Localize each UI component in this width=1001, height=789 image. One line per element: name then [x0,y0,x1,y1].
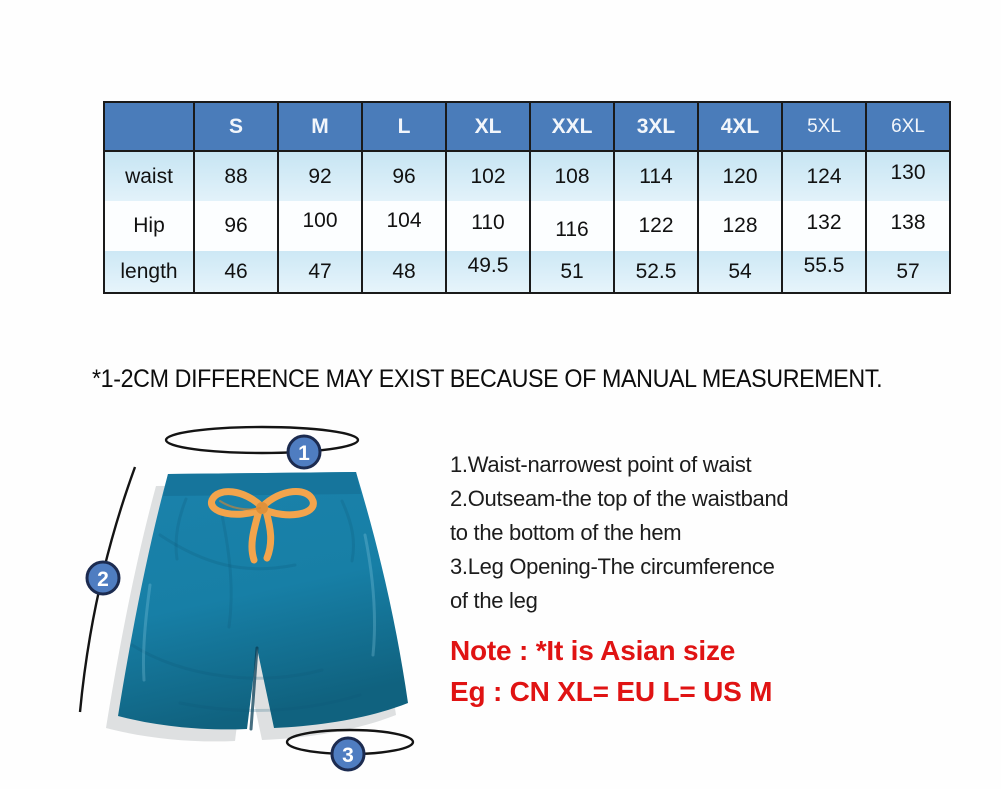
col-header-m: M [277,102,363,152]
col-header-l: L [361,102,447,152]
col-header-xxl: XXL [529,102,615,152]
waist-value: 102 [445,151,531,201]
corner-cell [103,102,195,152]
drawstring-left-loop [208,488,266,518]
fabric-fold [220,513,233,629]
size-table: S M L XL XXL 3XL 4XL 5XL 6XL waist 88 92… [103,101,951,294]
marker-3-label: 3 [342,744,354,767]
length-value: 48 [361,251,447,293]
waist-measure-ellipse [164,425,360,455]
waist-value: 120 [697,151,783,201]
length-value: 57 [865,251,951,293]
col-header-3xl: 3XL [613,102,699,152]
waist-value: 114 [613,151,699,201]
marker-1-circle [286,434,322,470]
length-value: 46 [193,251,279,293]
waist-value: 124 [781,151,867,201]
col-header-xl: XL [445,102,531,152]
fabric-highlight [363,533,377,657]
drawstring-right-tail [262,507,275,562]
length-value: 52.5 [613,251,699,293]
marker-1-label: 1 [298,442,310,465]
drawstring-knot [256,502,268,514]
fabric-fold [130,643,324,680]
length-value: 54 [697,251,783,293]
drawstring-shading [219,500,261,511]
row-label-hip: Hip [103,201,195,251]
drawstring-right-loop [258,487,317,519]
table-row-hip: Hip 96 100 104 110 116 122 128 132 138 [103,201,951,251]
measurement-guide-line: 1.Waist-narrowest point of waist [450,452,752,477]
fabric-fold [158,533,297,571]
measurement-guide-line: 2.Outseam-the top of the waistband [450,486,789,511]
size-table-header-row: S M L XL XXL 3XL 4XL 5XL 6XL [103,102,951,152]
hip-value: 122 [613,201,699,251]
waist-value: 92 [277,151,363,201]
waist-value: 108 [529,151,615,201]
table-row-waist: waist 88 92 96 102 108 114 120 124 130 [103,151,951,201]
shorts-illustration [118,472,408,730]
measurement-guide-line: 3.Leg Opening-The circumference [450,554,775,579]
length-value: 47 [277,251,363,293]
marker-2-circle [85,560,121,596]
hip-value: 132 [781,201,867,251]
hip-value: 138 [865,201,951,251]
hip-value: 116 [529,201,615,251]
asian-size-note-line1: Note : *It is Asian size [450,635,736,666]
waist-value: 130 [865,151,951,201]
hip-value: 96 [193,201,279,251]
col-header-s: S [193,102,279,152]
marker-3: 3 [330,736,366,772]
shorts-measurement-diagram: 1 2 3 [78,425,415,772]
fabric-fold [340,499,356,563]
waist-value: 96 [361,151,447,201]
drawstring-left-tail [248,507,263,564]
hip-value: 110 [445,201,531,251]
row-label-waist: waist [103,151,195,201]
asian-size-note: Note : *It is Asian size Eg : CN XL= EU … [450,630,773,712]
table-row-length: length 46 47 48 49.5 51 52.5 54 55.5 57 [103,251,951,293]
fabric-highlight [141,583,152,682]
shorts-waistband [163,472,361,496]
col-header-4xl: 4XL [697,102,783,152]
hip-value: 100 [277,201,363,251]
length-value: 49.5 [445,251,531,293]
marker-3-circle [330,736,366,772]
marker-2: 2 [85,560,121,596]
length-value: 51 [529,251,615,293]
fabric-fold [174,497,188,561]
measurement-guide-line: to the bottom of the hem [450,520,682,545]
asian-size-note-line2: Eg : CN XL= EU L= US M [450,676,773,707]
length-value: 55.5 [781,251,867,293]
row-label-length: length [103,251,195,293]
hip-value: 128 [697,201,783,251]
col-header-5xl: 5XL [781,102,867,152]
measurement-guide: 1.Waist-narrowest point of waist 2.Outse… [450,448,789,618]
marker-1: 1 [286,434,322,470]
size-table-container: S M L XL XXL 3XL 4XL 5XL 6XL waist 88 92… [103,101,951,294]
measurement-guide-line: of the leg [450,588,538,613]
hip-value: 104 [361,201,447,251]
col-header-6xl: 6XL [865,102,951,152]
marker-2-label: 2 [97,568,109,591]
fabric-fold [178,693,362,713]
leg-split-seam [249,646,259,731]
measurement-disclaimer: *1-2CM DIFFERENCE MAY EXIST BECAUSE OF M… [92,365,883,393]
waist-value: 88 [193,151,279,201]
